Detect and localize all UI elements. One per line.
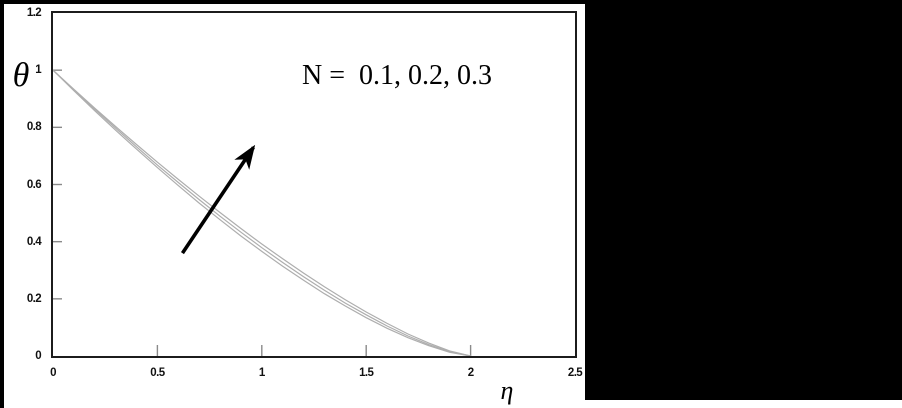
y-tick-label: 1.2 [26, 7, 42, 19]
x-axis-label: η [500, 376, 514, 405]
series-curve [53, 69, 471, 356]
series-curve [53, 69, 471, 356]
x-tick-label: 0.5 [150, 367, 165, 379]
right-black-mask-panel [585, 0, 902, 400]
x-tick-label: 2 [467, 367, 474, 379]
y-tick-label: 0.8 [26, 121, 42, 134]
y-tick-label: 0.6 [26, 178, 42, 191]
y-tick-label: 0 [35, 350, 41, 362]
plot-frame [51, 11, 577, 358]
x-tick-label: 0 [50, 367, 56, 379]
y-tick-label: 0.2 [26, 292, 42, 305]
x-tick-label: 2.5 [567, 367, 583, 379]
left-black-mask-bar [0, 0, 4, 408]
x-tick-label: 1 [258, 367, 265, 379]
increasing-n-arrow [180, 144, 256, 255]
top-black-mask-bar [0, 0, 902, 4]
y-axis-label: θ [12, 57, 30, 94]
n-values-annotation: N = 0.1, 0.2, 0.3 [302, 60, 493, 91]
plot-area [53, 69, 472, 356]
series-curve [53, 69, 471, 356]
x-tick-label: 1.5 [359, 367, 374, 379]
y-tick-label: 1 [35, 64, 41, 77]
y-tick-label: 0.4 [26, 235, 42, 248]
